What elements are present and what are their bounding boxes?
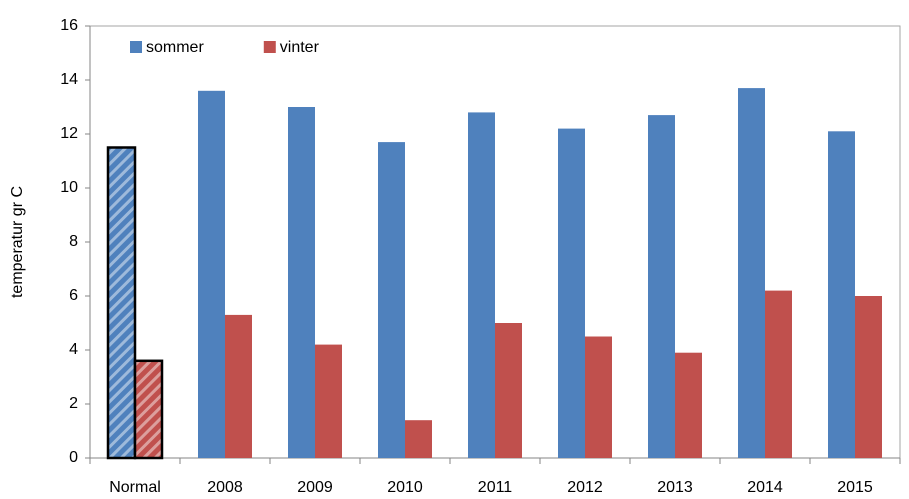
bar [585,336,612,458]
y-tick-label: 4 [69,341,78,358]
bar [495,323,522,458]
legend-swatch [263,41,276,53]
legend-swatch [130,41,142,53]
y-tick-label: 6 [69,287,78,304]
x-tick-label: 2010 [387,479,423,496]
y-axis-label: temperatur gr C [9,186,26,298]
legend-label: sommer [146,39,204,56]
y-tick-label: 8 [69,233,78,250]
bar [106,146,137,460]
bar [468,112,495,459]
bar [828,131,855,459]
bar [738,88,765,458]
x-tick-label: 2011 [478,479,513,496]
x-tick-label: 2009 [297,479,333,496]
y-tick-label: 16 [60,17,78,34]
bar [288,107,315,458]
bar [675,352,702,458]
bar [558,128,585,458]
bar [378,142,405,458]
bar [765,290,792,458]
bar [648,115,675,458]
x-tick-label: 2013 [657,479,693,496]
bar [225,314,252,458]
bar [855,296,882,458]
bar [133,359,164,460]
bar [315,344,342,458]
y-tick-label: 0 [69,449,78,466]
x-tick-label: 2015 [837,479,873,496]
y-tick-label: 14 [60,71,78,88]
x-tick-label: 2014 [747,479,783,496]
y-tick-label: 10 [60,179,78,196]
y-tick-label: 12 [60,125,78,142]
y-tick-label: 2 [69,395,78,412]
x-tick-label: 2008 [207,479,243,496]
x-tick-label: 2012 [567,479,603,496]
bar [405,420,432,458]
legend-label: vinter [280,39,320,56]
x-tick-label: Normal [109,479,161,496]
bar [198,90,225,459]
